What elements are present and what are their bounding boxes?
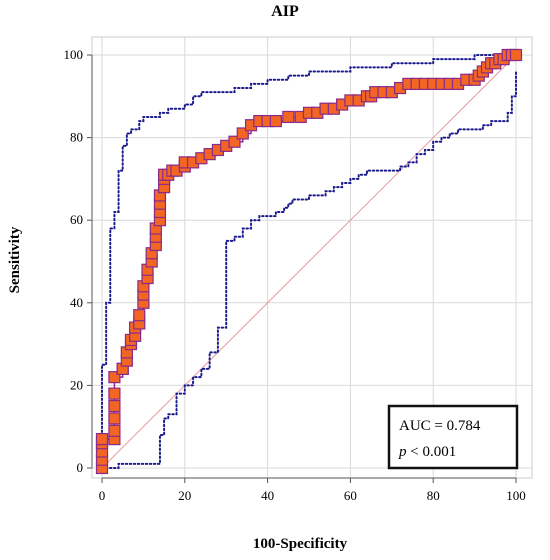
ci-upper-curve bbox=[101, 54, 517, 469]
x-tick-label: 80 bbox=[427, 488, 440, 503]
x-tick-label: 60 bbox=[344, 488, 357, 503]
y-tick-label: 80 bbox=[70, 130, 83, 145]
roc-marker bbox=[282, 110, 295, 124]
auc-text: AUC = 0.784 bbox=[399, 418, 481, 434]
roc-marker bbox=[108, 371, 121, 384]
p-letter: p bbox=[398, 444, 407, 460]
x-tick-label: 100 bbox=[506, 488, 526, 503]
auc-annotation-box: AUC = 0.784 p < 0.001 bbox=[387, 404, 519, 470]
roc-marker bbox=[269, 114, 282, 128]
x-tick-label: 40 bbox=[261, 488, 274, 503]
y-tick-label: 100 bbox=[64, 47, 84, 62]
grid-lines bbox=[92, 37, 532, 478]
ci-lower-curve bbox=[101, 70, 517, 469]
roc-markers bbox=[95, 48, 523, 475]
roc-marker bbox=[133, 309, 146, 322]
roc-marker bbox=[95, 432, 109, 446]
y-tick-label: 20 bbox=[70, 377, 83, 392]
roc-marker bbox=[228, 135, 241, 148]
p-value-text: p < 0.001 bbox=[398, 444, 456, 460]
p-rest: < 0.001 bbox=[407, 444, 457, 460]
roc-marker bbox=[108, 387, 121, 400]
roc-marker bbox=[108, 412, 121, 425]
x-tick-label: 0 bbox=[99, 488, 106, 503]
roc-marker bbox=[509, 48, 523, 62]
roc-marker bbox=[108, 399, 121, 413]
chart-title: AIP bbox=[271, 3, 299, 20]
y-tick-label: 60 bbox=[70, 212, 83, 227]
reference-diagonal bbox=[101, 54, 517, 469]
x-tick-label: 20 bbox=[178, 488, 191, 503]
y-axis: 0 20 40 60 80 100 bbox=[64, 47, 93, 475]
y-tick-label: 0 bbox=[77, 460, 84, 475]
roc-marker bbox=[236, 127, 249, 140]
x-axis-label: 100-Specificity bbox=[253, 536, 348, 552]
x-axis: 0 20 40 60 80 100 bbox=[99, 477, 526, 503]
y-axis-label: Sensitivity bbox=[7, 226, 23, 293]
y-tick-label: 40 bbox=[70, 295, 83, 310]
roc-marker bbox=[108, 424, 121, 437]
